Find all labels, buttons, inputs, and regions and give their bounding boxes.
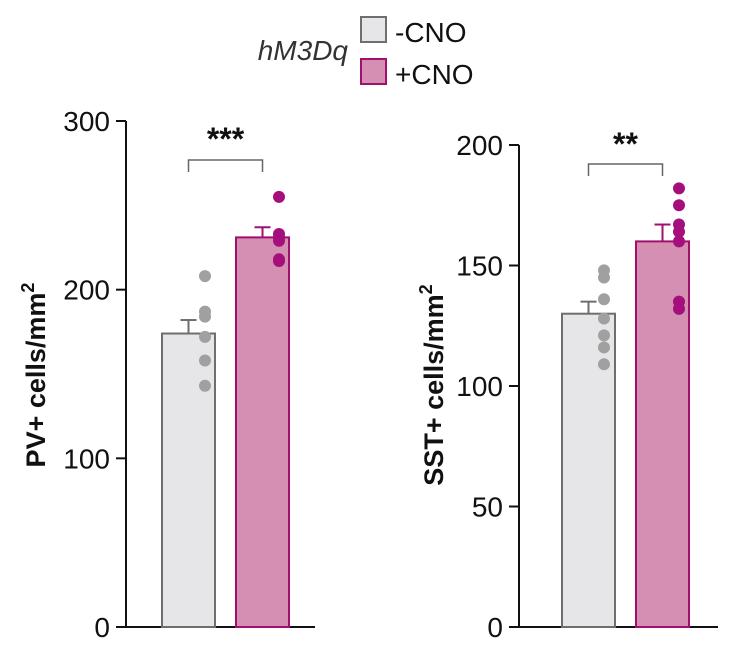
data-point bbox=[598, 329, 610, 342]
data-point bbox=[673, 302, 685, 315]
legend-title: hM3Dq bbox=[258, 35, 349, 66]
data-point bbox=[199, 270, 211, 283]
panel-pv: PV+ cells/mm2 0 100 200 300 *** bbox=[18, 106, 315, 643]
y-axis-title-pv: PV+ cells/mm2 bbox=[18, 283, 51, 468]
data-point bbox=[673, 225, 685, 238]
legend-swatch-cno bbox=[360, 58, 387, 85]
data-point bbox=[199, 379, 211, 392]
y-tick-label: 100 bbox=[63, 443, 110, 474]
bar-ctrl bbox=[161, 332, 216, 628]
data-point bbox=[199, 330, 211, 343]
bar-cno bbox=[235, 236, 290, 628]
data-point bbox=[273, 190, 285, 203]
data-point bbox=[673, 235, 685, 248]
data-point bbox=[199, 310, 211, 323]
data-point bbox=[598, 293, 610, 306]
data-point bbox=[598, 271, 610, 284]
y-axis-title-sst: SST+ cells/mm2 bbox=[416, 284, 449, 485]
legend-label-ctrl: -CNO bbox=[395, 17, 467, 48]
y-tick-label: 100 bbox=[456, 371, 503, 402]
data-point bbox=[273, 254, 285, 267]
y-tick-label: 200 bbox=[63, 275, 110, 306]
legend-swatch-ctrl bbox=[360, 16, 387, 43]
data-point bbox=[673, 199, 685, 212]
y-tick-label: 200 bbox=[456, 130, 503, 161]
significance-label: ** bbox=[613, 126, 638, 162]
y-tick-label: 0 bbox=[487, 612, 503, 643]
data-point bbox=[673, 182, 685, 195]
panel-sst: SST+ cells/mm2 0 50 100 150 200 ** bbox=[416, 126, 718, 643]
legend-label-cno: +CNO bbox=[395, 59, 474, 90]
significance-bracket bbox=[587, 163, 664, 176]
bar-ctrl bbox=[561, 312, 616, 628]
legend: hM3Dq -CNO +CNO bbox=[258, 16, 474, 90]
significance-label: *** bbox=[207, 121, 245, 157]
y-tick-label: 150 bbox=[456, 251, 503, 282]
data-point bbox=[273, 234, 285, 247]
y-tick-label: 50 bbox=[472, 492, 503, 523]
significance-bracket bbox=[187, 159, 264, 172]
data-point bbox=[598, 358, 610, 371]
y-tick-label: 0 bbox=[94, 612, 110, 643]
data-point bbox=[598, 312, 610, 325]
data-point bbox=[199, 354, 211, 367]
y-tick-label: 300 bbox=[63, 106, 110, 137]
data-point bbox=[598, 341, 610, 354]
